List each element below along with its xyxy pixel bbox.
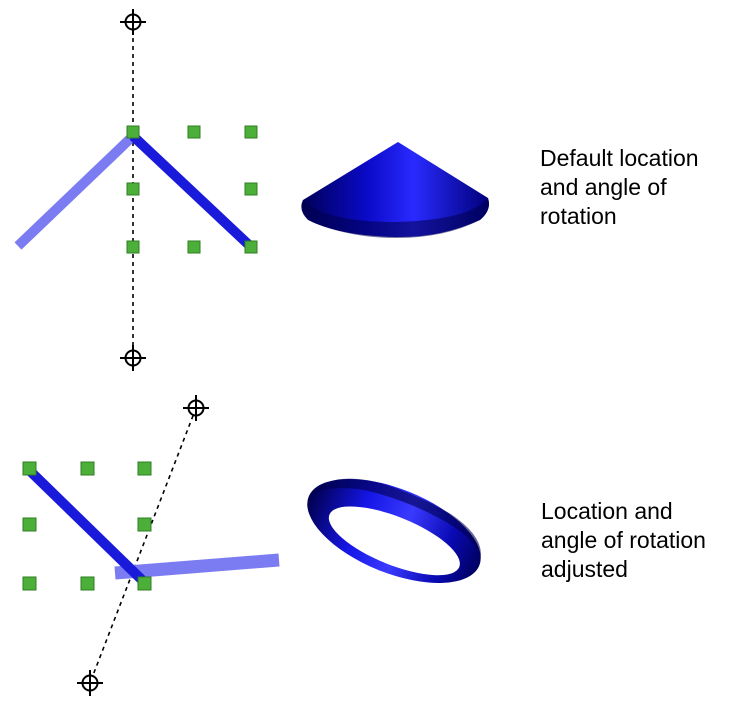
square-handle-icon[interactable]	[244, 125, 258, 139]
square-handle-icon[interactable]	[137, 517, 152, 532]
caption-line: angle of rotation	[541, 527, 706, 553]
square-handle-icon[interactable]	[22, 517, 37, 532]
mirrored-profile-line	[14, 132, 137, 250]
caption-line: rotation	[540, 203, 617, 229]
caption-line: adjusted	[541, 556, 628, 582]
rotation-axis	[89, 407, 197, 684]
caption-line: and angle of	[540, 174, 667, 200]
mirrored-profile-line	[114, 553, 280, 580]
square-handle-icon[interactable]	[126, 182, 140, 196]
square-handle-icon[interactable]	[22, 461, 37, 476]
caption-line: Location and	[541, 498, 673, 524]
band-solid	[307, 478, 481, 584]
grid-handles	[126, 125, 258, 254]
panel-default	[14, 9, 489, 371]
grid-handles	[22, 461, 152, 591]
profile-line	[129, 132, 254, 250]
square-handle-icon[interactable]	[137, 461, 152, 476]
crosshair-circle-icon[interactable]	[120, 9, 146, 35]
crosshair-circle-icon[interactable]	[183, 395, 209, 421]
panel-adjusted	[22, 395, 481, 696]
square-handle-icon[interactable]	[244, 240, 258, 254]
crosshair-circle-icon[interactable]	[120, 345, 146, 371]
square-handle-icon[interactable]	[80, 461, 95, 476]
square-handle-icon[interactable]	[187, 125, 201, 139]
square-handle-icon[interactable]	[126, 240, 140, 254]
square-handle-icon[interactable]	[187, 240, 201, 254]
profile-line	[24, 465, 146, 584]
square-handle-icon[interactable]	[22, 576, 37, 591]
crosshair-circle-icon[interactable]	[77, 670, 103, 696]
square-handle-icon[interactable]	[137, 576, 152, 591]
cone-solid	[301, 142, 489, 238]
caption-line: Default location	[540, 145, 699, 171]
square-handle-icon[interactable]	[80, 576, 95, 591]
square-handle-icon[interactable]	[244, 182, 258, 196]
caption-default: Default location and angle of rotation	[540, 144, 699, 231]
square-handle-icon[interactable]	[126, 125, 140, 139]
caption-adjusted: Location and angle of rotation adjusted	[541, 497, 706, 584]
